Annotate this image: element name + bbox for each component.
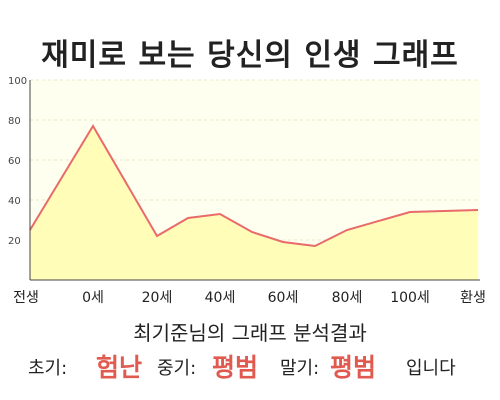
early-label: 초기: (28, 358, 68, 379)
page-title: 재미로 보는 당신의 인생 그래프 (41, 38, 459, 73)
x-tick-label: 60세 (268, 290, 299, 306)
x-tick-label: 0세 (82, 290, 104, 306)
x-tick-label: 전생 (13, 290, 39, 306)
result-suffix: 입니다 (406, 358, 456, 379)
late-label: 말기: (280, 358, 320, 379)
late-value: 평범 (330, 353, 377, 382)
life-line (29, 124, 479, 248)
x-tick-label: 80세 (332, 290, 363, 306)
x-tick-labels: 전생 0세 20세 40세 60세 80세 100세 환생 (13, 290, 486, 306)
life-area-fill (30, 126, 478, 280)
analysis-subtitle: 최기준님의 그래프 분석결과 (133, 321, 367, 345)
x-tick-label: 환생 (460, 290, 486, 306)
x-tick-label: 100세 (390, 290, 430, 306)
y-tick-label: 20 (8, 236, 21, 247)
mid-label: 중기: (157, 358, 197, 379)
y-tick-label: 100 (8, 76, 27, 87)
y-tick-label: 80 (8, 116, 21, 127)
y-tick-label: 40 (8, 196, 21, 207)
analysis-result: 초기: 험난 중기: 평범 말기: 평범 입니다 (0, 346, 500, 382)
mid-value: 평범 (212, 353, 259, 382)
x-tick-label: 20세 (142, 290, 173, 306)
x-tick-label: 40세 (205, 290, 236, 306)
y-tick-labels: 20 40 60 80 100 (8, 76, 27, 247)
life-graph-chart: 20 40 60 80 100 전생 0세 20세 40세 60세 80세 100세 환생 (8, 76, 486, 306)
y-tick-label: 60 (8, 156, 21, 167)
early-value: 험난 (96, 353, 143, 382)
